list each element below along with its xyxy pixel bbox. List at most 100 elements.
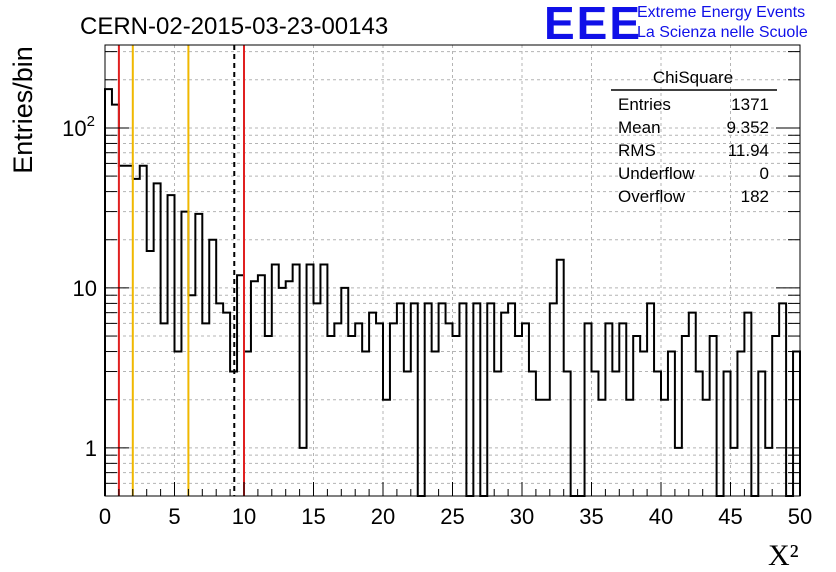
histogram-bin — [175, 352, 182, 496]
histogram-bin — [320, 265, 327, 496]
histogram-bin — [564, 372, 571, 496]
x-tick-label: 10 — [232, 504, 256, 529]
x-tick-label: 20 — [371, 504, 395, 529]
histogram-bin — [293, 265, 300, 496]
histogram-bin — [126, 166, 133, 496]
histogram-bin — [515, 336, 522, 496]
stats-row-value: 1371 — [731, 95, 769, 114]
x-axis-label-text: X² — [768, 539, 799, 572]
histogram-bin — [119, 166, 126, 496]
histogram-bin — [140, 166, 147, 496]
histogram-bin — [647, 303, 654, 496]
stats-box: ChiSquare Entries 1371 Mean 9.352 RMS 11.94 Un… — [611, 68, 777, 206]
histogram-bin — [696, 372, 703, 496]
histogram-bin — [529, 372, 536, 496]
histogram-bin — [473, 303, 480, 496]
histogram-bin — [251, 281, 258, 496]
y-tick-label-exponent: 2 — [87, 113, 95, 130]
histogram-bin — [181, 212, 188, 496]
histogram-bin — [279, 288, 286, 496]
x-tick-label: 0 — [99, 504, 111, 529]
eee-logo-mark: EEE — [544, 0, 643, 49]
histogram-bin — [605, 323, 612, 496]
threshold-lines — [117, 45, 245, 496]
histogram-bin — [265, 336, 272, 496]
histogram-bin — [710, 336, 717, 496]
histogram-bin — [675, 448, 682, 496]
histogram-bin — [703, 400, 710, 496]
histogram-bin — [543, 400, 550, 496]
histogram-bin — [161, 323, 168, 496]
histogram-bin — [453, 336, 460, 496]
histogram-bin — [216, 303, 223, 496]
histogram-bin — [439, 303, 446, 496]
histogram-bin — [758, 372, 765, 496]
logo-line-1: Extreme Energy Events — [637, 4, 806, 21]
stats-row-value: 11.94 — [728, 141, 769, 160]
y-tick-label: 10 — [73, 276, 97, 301]
histogram-bin — [154, 183, 161, 496]
x-tick-label: 40 — [649, 504, 673, 529]
histogram-bin — [244, 352, 251, 496]
x-tick-label: 50 — [788, 504, 812, 529]
histogram-bin — [689, 313, 696, 496]
histogram-bin — [744, 313, 751, 496]
histogram-bin — [105, 89, 112, 496]
histogram-bin — [327, 336, 334, 496]
histogram-bin — [307, 265, 314, 496]
stats-title: ChiSquare — [653, 68, 733, 87]
histogram-bin — [508, 303, 515, 496]
histogram-bin — [195, 214, 202, 496]
stats-row-label: Mean — [618, 118, 661, 137]
stats-row-value: 9.352 — [726, 118, 769, 137]
x-tick-label: 45 — [718, 504, 742, 529]
histogram-bin — [640, 352, 647, 496]
histogram-bin — [411, 303, 418, 496]
histogram-bin — [619, 323, 626, 496]
histogram-bin — [731, 448, 738, 496]
x-tick-label: 15 — [301, 504, 325, 529]
histogram-bin — [654, 372, 661, 496]
histogram-bin — [536, 400, 543, 496]
x-tick-label: 5 — [168, 504, 180, 529]
histogram-bin — [772, 336, 779, 496]
y-axis-label: Entries/bin — [8, 46, 38, 174]
histogram-bin — [341, 288, 348, 496]
histogram-bin — [501, 313, 508, 496]
histogram-bin — [334, 323, 341, 496]
histogram-bin — [487, 303, 494, 496]
stats-row-value: 182 — [741, 187, 769, 206]
histogram-bin — [258, 275, 265, 496]
histogram-outline — [104, 88, 801, 497]
histogram-bin — [585, 323, 592, 496]
histogram-bin — [133, 179, 140, 496]
histogram-bin — [432, 352, 439, 496]
histogram-bin — [592, 372, 599, 496]
histogram-bin — [286, 281, 293, 496]
stats-row-label: Overflow — [618, 187, 686, 206]
histogram-bin — [633, 336, 640, 496]
stats-row-label: Entries — [618, 95, 671, 114]
logo-line-2: La Scienza nelle Scuole — [637, 24, 808, 41]
y-tick-label-base: 10 — [62, 116, 86, 141]
x-tick-label: 35 — [579, 504, 603, 529]
stats-rows: Entries 1371 Mean 9.352 RMS 11.94 Underflow 0 Ov… — [618, 95, 769, 206]
histogram-bin — [348, 336, 355, 496]
histogram-bin — [494, 372, 501, 496]
histogram-bin — [404, 372, 411, 496]
histogram-bin — [383, 400, 390, 496]
histogram-bin — [300, 448, 307, 496]
histogram-bin — [188, 295, 195, 496]
histogram-bin — [737, 352, 744, 496]
stats-row-label: RMS — [618, 141, 656, 160]
histogram-bin — [459, 303, 466, 496]
histogram-bin — [376, 323, 383, 496]
histogram-bin — [668, 352, 675, 496]
histogram-bin — [397, 303, 404, 496]
axis-ticks — [104, 51, 801, 497]
histogram-bin — [522, 323, 529, 496]
histogram-bin — [147, 251, 154, 496]
histogram-bin — [626, 400, 633, 496]
histogram-bin — [682, 336, 689, 496]
